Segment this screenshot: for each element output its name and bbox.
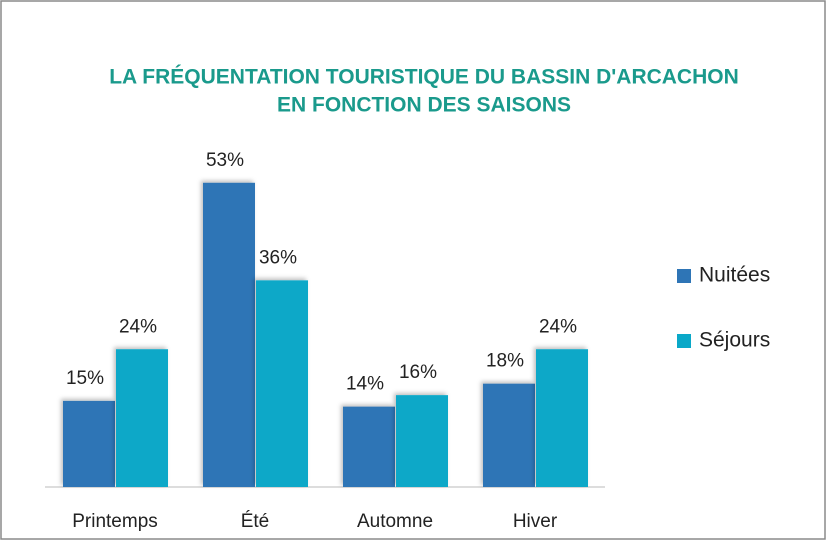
x-tick-label: Été: [241, 511, 270, 532]
value-label: 24%: [539, 316, 577, 337]
bar: [343, 406, 395, 487]
bar: [203, 182, 255, 487]
legend-label: Séjours: [699, 329, 770, 352]
value-label: 14%: [346, 374, 384, 395]
legend-swatch: [677, 334, 691, 348]
chart-title: EN FONCTION DES SAISONS: [277, 94, 571, 117]
bar: [396, 395, 448, 487]
legend-swatch: [677, 269, 691, 283]
value-label: 53%: [206, 150, 244, 171]
x-tick-label: Printemps: [72, 511, 158, 532]
value-label: 16%: [399, 362, 437, 383]
bar: [483, 383, 535, 487]
x-tick-label: Hiver: [513, 511, 558, 532]
legend-label: Nuitées: [699, 264, 770, 287]
value-label: 36%: [259, 247, 297, 268]
bar: [63, 400, 115, 487]
x-tick-label: Automne: [357, 511, 433, 532]
chart-title: LA FRÉQUENTATION TOURISTIQUE DU BASSIN D…: [109, 66, 739, 89]
bar: [536, 349, 588, 487]
bar: [256, 280, 308, 487]
bar: [116, 349, 168, 487]
value-label: 15%: [66, 368, 104, 389]
value-label: 18%: [486, 351, 524, 372]
value-label: 24%: [119, 316, 157, 337]
